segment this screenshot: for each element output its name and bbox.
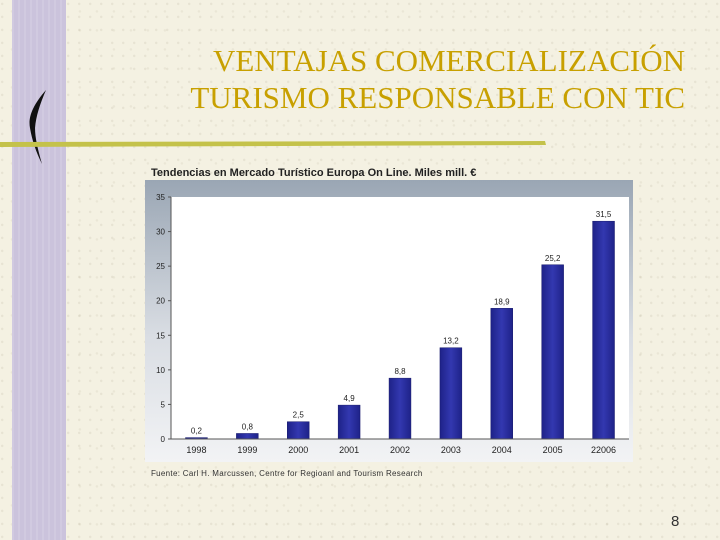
chart-source: Fuente: Carl H. Marcussen, Centre for Re…: [151, 469, 423, 478]
data-label: 8,8: [394, 367, 406, 376]
title-line-2: TURISMO RESPONSABLE CON TIC: [190, 80, 685, 115]
bar-chart: 0 5 10 15 20 25 30 35 0,2 0,8 2,5 4,9 8,8 13,2 18,9 25…: [145, 180, 633, 462]
x-tick-label: 1999: [237, 445, 257, 455]
bar-22006: [592, 220, 615, 440]
bar-2002: [388, 377, 412, 440]
x-tick-label: 2000: [288, 445, 308, 455]
data-label: 4,9: [344, 394, 356, 403]
side-strip: [12, 0, 66, 540]
title-rule: [0, 141, 546, 147]
y-axis: 0 5 10 15 20 25 30 35: [156, 193, 172, 444]
y-tick-label: 30: [156, 228, 165, 237]
data-label: 13,2: [443, 337, 459, 346]
y-tick-label: 5: [161, 400, 166, 409]
bar-2003: [439, 347, 463, 440]
chart-title: Tendencias en Mercado Turístico Europa O…: [151, 167, 477, 179]
title-line-1: VENTAJAS COMERCIALIZACIÓN: [213, 43, 685, 78]
x-tick-label: 2001: [339, 445, 359, 455]
x-tick-label: 2005: [543, 445, 563, 455]
x-tick-label: 1998: [186, 445, 206, 455]
slide-title: VENTAJAS COMERCIALIZACIÓN TURISMO RESPON…: [120, 42, 685, 116]
x-axis: 1998 1999 2000 2001 2002 2003 2004 2005 22006: [171, 438, 629, 455]
y-tick-label: 25: [156, 262, 165, 271]
y-tick-label: 0: [161, 435, 166, 444]
bar-2004: [490, 308, 513, 440]
bar-1999: [236, 433, 259, 440]
y-tick-label: 15: [156, 331, 165, 340]
bars: 0,2 0,8 2,5 4,9 8,8 13,2 18,9 25,2 31,5: [185, 210, 615, 440]
data-label: 18,9: [494, 297, 510, 306]
data-label: 0,2: [191, 427, 203, 436]
x-tick-label: 2004: [492, 445, 512, 455]
data-label: 2,5: [293, 411, 305, 420]
chart: 0 5 10 15 20 25 30 35 0,2 0,8 2,5 4,9 8,8 13,2 18,9 25…: [145, 180, 633, 462]
bar-2001: [337, 404, 361, 440]
y-tick-label: 20: [156, 297, 165, 306]
y-tick-label: 10: [156, 366, 165, 375]
x-tick-label: 2003: [441, 445, 461, 455]
data-label: 25,2: [545, 254, 561, 263]
page-number: 8: [671, 513, 680, 530]
x-tick-label: 22006: [591, 445, 616, 455]
y-tick-label: 35: [156, 193, 165, 202]
data-label: 31,5: [596, 210, 612, 219]
data-label: 0,8: [242, 422, 254, 431]
x-tick-label: 2002: [390, 445, 410, 455]
bar-2005: [541, 264, 564, 440]
bracket-decoration: [29, 90, 46, 164]
bar-2000: [287, 421, 310, 440]
